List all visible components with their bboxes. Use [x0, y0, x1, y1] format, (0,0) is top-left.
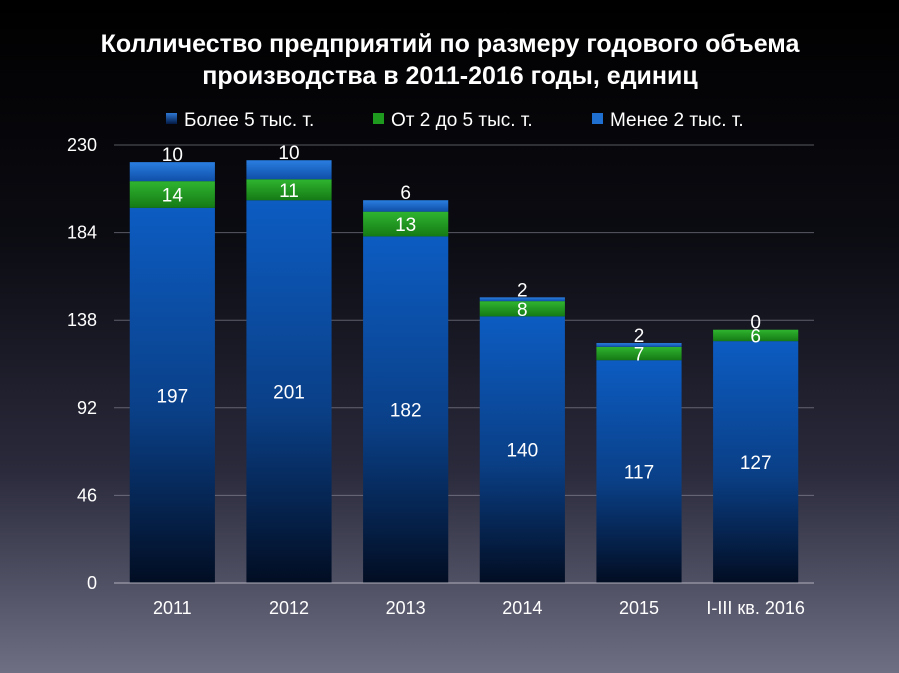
bar-segment	[479, 297, 565, 302]
y-axis: 0 46 92 138 184 230	[67, 135, 97, 593]
bar-segment	[246, 160, 332, 180]
bar-segment	[596, 346, 682, 361]
bar-segment	[363, 200, 449, 212]
legend-label-large: Более 5 тыс. т.	[184, 110, 314, 131]
chart-title-line-2: производства в 2011-2016 годы, единиц	[202, 62, 698, 90]
bar-segment	[246, 179, 332, 201]
x-tick-label: 2012	[269, 598, 309, 618]
data-label: 117	[624, 463, 654, 484]
data-label: 7	[634, 345, 645, 366]
data-label: 201	[273, 383, 305, 404]
legend-label-medium: От 2 до 5 тыс. т.	[391, 110, 533, 131]
data-label: 11	[279, 181, 299, 202]
data-label: 10	[278, 143, 299, 164]
bar-segment	[596, 343, 682, 347]
bar-segment	[479, 301, 565, 317]
bar-segment	[129, 207, 215, 583]
chart-title-line-1: Колличество предприятий по размеру годов…	[101, 30, 801, 58]
data-label: 6	[400, 183, 411, 204]
legend: Более 5 тыс. т. От 2 до 5 тыс. т. Менее …	[166, 110, 744, 131]
data-label: 127	[740, 453, 772, 474]
legend-label-small: Менее 2 тыс. т.	[610, 110, 744, 131]
legend-swatch-large	[166, 113, 177, 124]
data-label: 13	[395, 215, 416, 236]
data-label: 2	[517, 280, 528, 301]
data-label: 182	[390, 401, 422, 422]
y-tick-label: 46	[77, 485, 97, 505]
data-label: 2	[634, 326, 645, 347]
legend-swatch-small	[592, 113, 603, 124]
y-tick-label: 0	[87, 573, 97, 593]
bar-segment	[713, 329, 799, 342]
bar-segment	[129, 181, 215, 208]
data-label: 197	[156, 386, 188, 407]
data-label: 10	[162, 145, 183, 166]
x-axis: 2011 2012 2013 2014 2015 I-III кв. 2016	[114, 582, 814, 618]
x-tick-label: 2013	[386, 598, 426, 618]
data-label: 14	[162, 186, 184, 207]
bar-segment	[713, 341, 799, 583]
x-tick-label: 2014	[502, 598, 542, 618]
data-label: 6	[750, 326, 761, 347]
bar-segment	[363, 236, 449, 583]
data-label: 8	[517, 300, 528, 321]
bar-segment	[363, 211, 449, 237]
data-label: 0	[750, 313, 761, 334]
bar-segment	[246, 200, 332, 584]
y-tick-label: 138	[67, 310, 97, 330]
y-tick-label: 230	[67, 135, 97, 155]
bar-segment	[129, 162, 215, 182]
x-tick-label: I-III кв. 2016	[706, 598, 804, 618]
legend-swatch-medium	[373, 113, 384, 124]
x-tick-label: 2011	[153, 598, 192, 618]
y-tick-label: 184	[67, 223, 97, 243]
bar-segment	[479, 316, 565, 583]
y-tick-label: 92	[77, 398, 97, 418]
bar-segment	[596, 360, 682, 583]
x-tick-label: 2015	[619, 598, 659, 618]
data-label: 140	[506, 441, 538, 462]
gridlines	[114, 144, 814, 584]
